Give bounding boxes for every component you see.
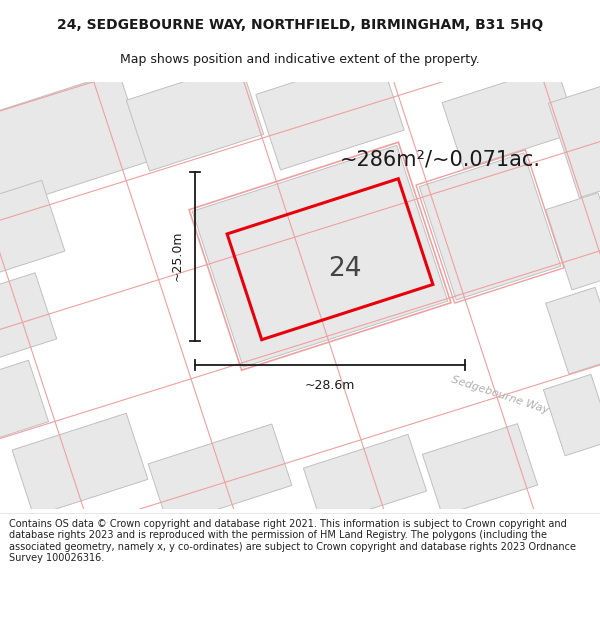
Text: Contains OS data © Crown copyright and database right 2021. This information is : Contains OS data © Crown copyright and d…: [9, 519, 576, 563]
Polygon shape: [442, 66, 578, 169]
Polygon shape: [422, 424, 538, 516]
Text: 24: 24: [328, 256, 362, 282]
Polygon shape: [0, 72, 148, 213]
Polygon shape: [544, 374, 600, 456]
Text: ~28.6m: ~28.6m: [305, 379, 355, 392]
Polygon shape: [148, 424, 292, 525]
Text: 24, SEDGEBOURNE WAY, NORTHFIELD, BIRMINGHAM, B31 5HQ: 24, SEDGEBOURNE WAY, NORTHFIELD, BIRMING…: [57, 18, 543, 32]
Polygon shape: [304, 434, 427, 525]
Text: Sedgebourne Way: Sedgebourne Way: [450, 375, 550, 416]
Polygon shape: [545, 288, 600, 374]
Polygon shape: [192, 146, 448, 367]
Text: ~25.0m: ~25.0m: [170, 231, 184, 281]
Polygon shape: [548, 86, 600, 198]
Text: Map shows position and indicative extent of the property.: Map shows position and indicative extent…: [120, 53, 480, 66]
Polygon shape: [0, 180, 65, 272]
Polygon shape: [0, 360, 49, 440]
Polygon shape: [12, 413, 148, 516]
Text: ~286m²/~0.071ac.: ~286m²/~0.071ac.: [340, 150, 541, 170]
Polygon shape: [256, 54, 404, 170]
Polygon shape: [546, 192, 600, 290]
Polygon shape: [127, 63, 263, 171]
Polygon shape: [419, 153, 561, 300]
Polygon shape: [0, 272, 57, 359]
